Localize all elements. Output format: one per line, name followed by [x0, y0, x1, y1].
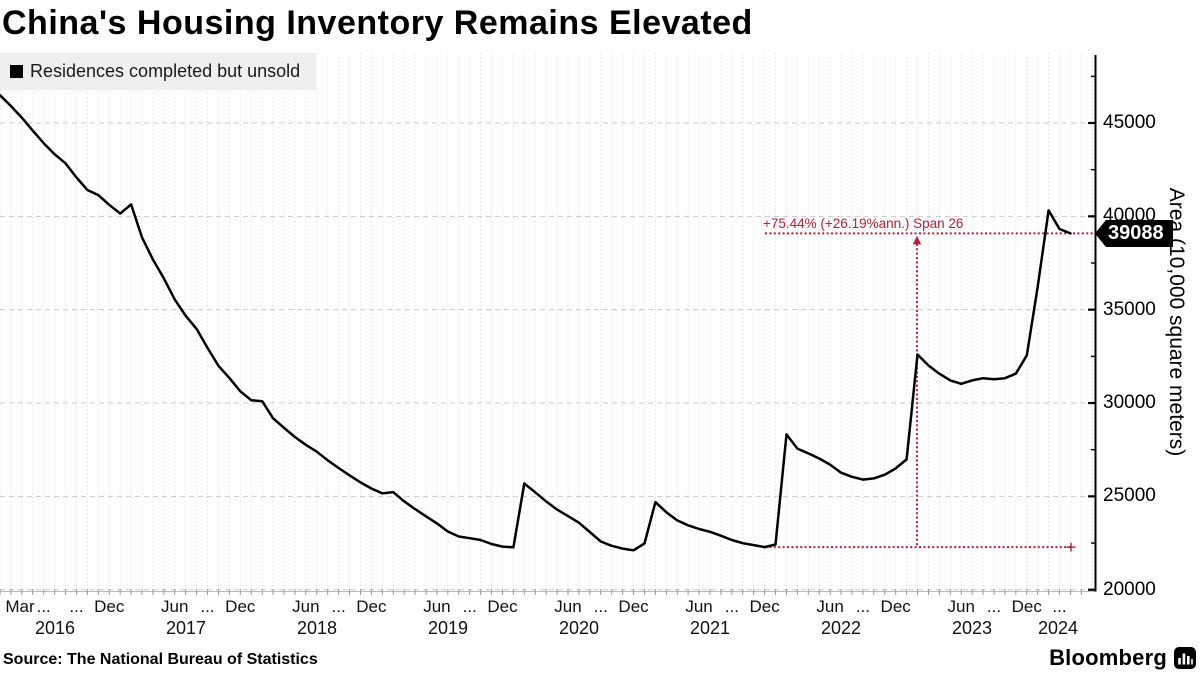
- x-month-label: Jun: [685, 597, 713, 616]
- x-month-label: Jun: [947, 597, 975, 616]
- y-tick-label: 45000: [1103, 112, 1156, 133]
- x-month-label: ...: [1052, 597, 1067, 616]
- x-year-label: 2022: [820, 618, 862, 638]
- x-month-label: ...: [855, 597, 870, 616]
- x-month-label: Dec: [356, 597, 387, 616]
- source-note: Source: The National Bureau of Statistic…: [3, 651, 318, 668]
- y-tick-label: 30000: [1103, 392, 1156, 414]
- y-tick-label: 20000: [1103, 578, 1156, 600]
- legend-swatch-icon: [10, 65, 23, 78]
- legend-label: Residences completed but unsold: [30, 61, 301, 81]
- last-value-tag: 39088: [1095, 220, 1173, 247]
- x-month-label: Dec: [880, 597, 911, 616]
- x-year-label: 2024: [1037, 618, 1079, 638]
- bloomberg-terminal-icon: [1174, 647, 1196, 669]
- x-month-label: ...: [69, 597, 84, 616]
- x-month-label: Jun: [292, 597, 320, 616]
- x-month-label: Dec: [94, 597, 125, 616]
- bloomberg-wordmark: Bloomberg: [1049, 645, 1167, 670]
- x-month-label: ...: [986, 597, 1002, 616]
- x-month-label: Dec: [1011, 597, 1042, 616]
- x-month-label: Jun: [554, 597, 582, 616]
- x-year-label: 2023: [951, 618, 993, 638]
- x-month-label: Dec: [225, 597, 256, 616]
- brand-logo: Bloomberg: [1049, 645, 1196, 671]
- chart-title: China's Housing Inventory Remains Elevat…: [2, 4, 753, 42]
- x-month-label: ...: [36, 597, 51, 616]
- y-tick-label: 35000: [1103, 298, 1156, 320]
- x-month-label: Dec: [618, 597, 649, 616]
- x-month-label: Jun: [423, 597, 451, 616]
- x-year-label: 2018: [296, 618, 338, 638]
- x-month-label: ...: [724, 597, 739, 616]
- x-month-label: ...: [593, 597, 608, 616]
- x-year-label: 2019: [427, 618, 469, 638]
- x-year-label: 2021: [689, 618, 731, 638]
- x-month-label: Dec: [487, 597, 518, 616]
- x-month-label: Jun: [161, 597, 189, 616]
- y-axis-title: Area (10,000 square meters): [1165, 187, 1188, 457]
- data-line: [0, 93, 1072, 552]
- y-tick-label: 25000: [1103, 485, 1156, 507]
- x-month-label: ...: [200, 597, 215, 616]
- measure-arrow-up: [912, 235, 922, 245]
- y-tick-label: 40000: [1103, 205, 1156, 227]
- x-year-label: 2020: [558, 618, 600, 638]
- x-month-label: Jun: [816, 597, 844, 616]
- x-month-label: Dec: [749, 597, 780, 616]
- x-month-label: ...: [331, 597, 346, 616]
- x-year-label: 2016: [34, 618, 76, 638]
- measure-annotation: +75.44% (+26.19%ann.) Span 26: [763, 216, 964, 231]
- legend: Residences completed but unsold: [0, 53, 316, 90]
- x-month-label: ...: [462, 597, 477, 616]
- x-month-label: Mar: [5, 597, 35, 616]
- x-year-label: 2017: [165, 618, 207, 638]
